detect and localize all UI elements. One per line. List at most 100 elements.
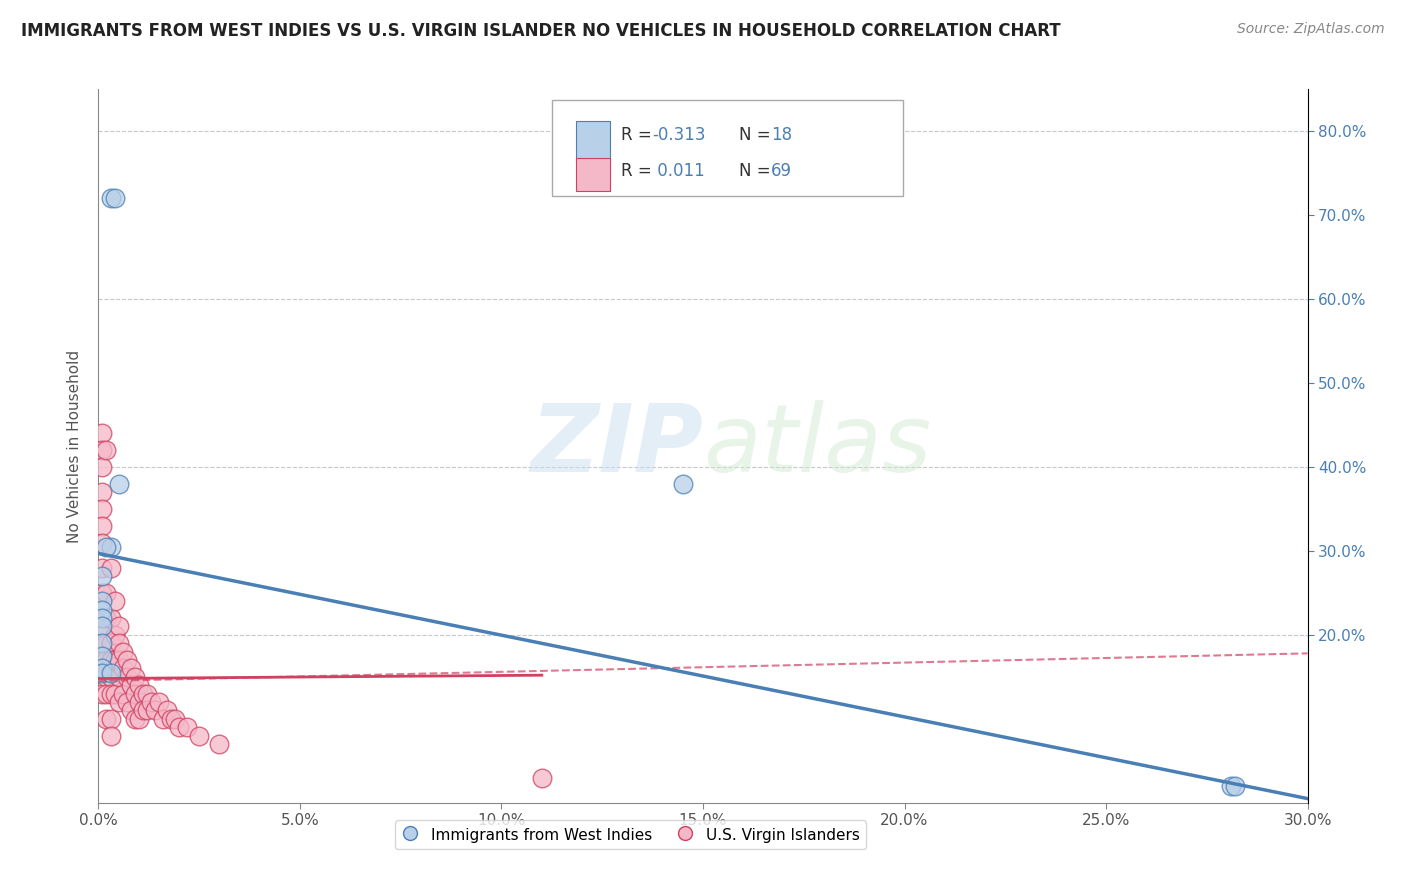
Point: [672, 476, 695, 491]
Point: [124, 670, 146, 684]
Point: [91, 603, 114, 617]
Point: [103, 653, 125, 667]
Point: [91, 661, 114, 675]
Point: [115, 695, 138, 709]
Point: [100, 611, 122, 625]
Y-axis label: No Vehicles in Household: No Vehicles in Household: [67, 350, 83, 542]
Point: [530, 771, 553, 785]
Point: [107, 619, 129, 633]
Point: [135, 703, 157, 717]
Point: [1220, 779, 1243, 793]
Point: [91, 443, 114, 458]
Point: [128, 695, 150, 709]
Point: [107, 653, 129, 667]
Point: [91, 611, 114, 625]
Point: [100, 687, 122, 701]
Point: [124, 687, 146, 701]
Point: [91, 636, 114, 650]
Text: 18: 18: [770, 127, 792, 145]
Point: [91, 611, 114, 625]
Point: [91, 619, 114, 633]
Bar: [576, 121, 610, 161]
Point: [91, 460, 114, 475]
Point: [163, 712, 186, 726]
Point: [91, 426, 114, 441]
Text: 69: 69: [770, 162, 792, 180]
Point: [91, 569, 114, 583]
Point: [91, 594, 114, 608]
Point: [208, 737, 231, 751]
Text: R =: R =: [621, 127, 657, 145]
Point: [96, 712, 118, 726]
Point: [96, 670, 118, 684]
Point: [128, 678, 150, 692]
Point: [100, 191, 122, 205]
Point: [96, 687, 118, 701]
Point: [120, 678, 142, 692]
Point: [111, 661, 134, 675]
Point: [132, 703, 155, 717]
Point: [107, 695, 129, 709]
Point: [135, 687, 157, 701]
Text: -0.313: -0.313: [652, 127, 706, 145]
Point: [100, 636, 122, 650]
Point: [100, 712, 122, 726]
Text: Source: ZipAtlas.com: Source: ZipAtlas.com: [1237, 22, 1385, 37]
FancyBboxPatch shape: [551, 100, 903, 196]
Point: [152, 712, 174, 726]
Point: [132, 687, 155, 701]
Point: [91, 687, 114, 701]
Point: [96, 586, 118, 600]
Point: [103, 191, 125, 205]
Point: [111, 687, 134, 701]
Point: [139, 695, 162, 709]
Point: [120, 703, 142, 717]
Point: [100, 670, 122, 684]
Point: [91, 653, 114, 667]
Point: [156, 703, 179, 717]
Point: [115, 670, 138, 684]
Point: [124, 712, 146, 726]
Point: [96, 611, 118, 625]
Point: [188, 729, 211, 743]
Point: [91, 518, 114, 533]
Point: [107, 476, 129, 491]
Point: [160, 712, 183, 726]
Point: [103, 687, 125, 701]
Text: IMMIGRANTS FROM WEST INDIES VS U.S. VIRGIN ISLANDER NO VEHICLES IN HOUSEHOLD COR: IMMIGRANTS FROM WEST INDIES VS U.S. VIRG…: [21, 22, 1060, 40]
Point: [1223, 779, 1246, 793]
Point: [148, 695, 170, 709]
Point: [100, 729, 122, 743]
Point: [176, 720, 198, 734]
Point: [128, 712, 150, 726]
Text: ZIP: ZIP: [530, 400, 703, 492]
Point: [91, 648, 114, 663]
Point: [100, 560, 122, 574]
Point: [103, 594, 125, 608]
Point: [91, 485, 114, 500]
Text: atlas: atlas: [703, 401, 931, 491]
Point: [96, 540, 118, 554]
Point: [91, 665, 114, 680]
Point: [91, 535, 114, 549]
Point: [100, 653, 122, 667]
Point: [96, 653, 118, 667]
Bar: [576, 159, 610, 191]
Point: [100, 665, 122, 680]
Legend: Immigrants from West Indies, U.S. Virgin Islanders: Immigrants from West Indies, U.S. Virgin…: [395, 821, 866, 848]
Text: R =: R =: [621, 162, 657, 180]
Point: [91, 560, 114, 574]
Text: N =: N =: [740, 162, 776, 180]
Point: [107, 670, 129, 684]
Point: [107, 636, 129, 650]
Point: [120, 661, 142, 675]
Point: [103, 628, 125, 642]
Point: [167, 720, 190, 734]
Text: N =: N =: [740, 127, 776, 145]
Point: [91, 586, 114, 600]
Point: [96, 636, 118, 650]
Point: [111, 645, 134, 659]
Point: [96, 443, 118, 458]
Point: [91, 628, 114, 642]
Point: [91, 502, 114, 516]
